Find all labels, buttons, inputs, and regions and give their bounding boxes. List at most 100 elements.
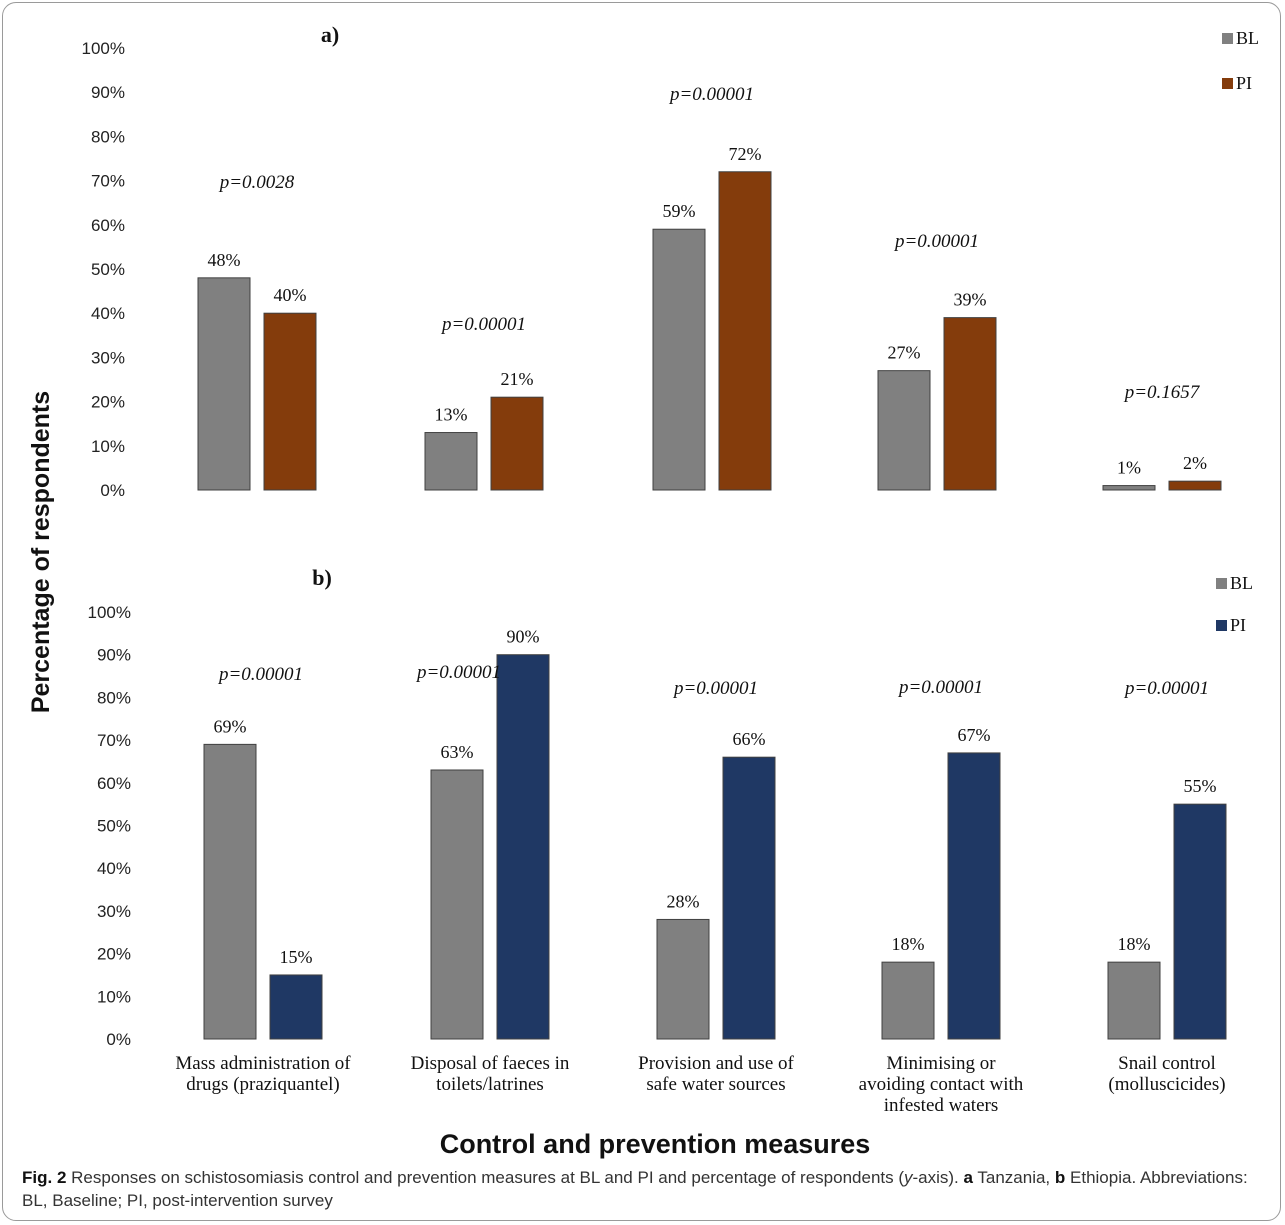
y-tick-label: 80%	[91, 127, 125, 146]
figure-caption: Fig. 2 Responses on schistosomiasis cont…	[22, 1166, 1272, 1212]
category-label: (molluscicides)	[1108, 1074, 1225, 1095]
legend-swatch-pi	[1216, 620, 1227, 631]
y-tick-label: 10%	[91, 437, 125, 456]
bar-bl	[1102, 485, 1156, 491]
data-label: 21%	[501, 369, 534, 389]
y-tick-label: 80%	[97, 688, 131, 707]
data-label: 2%	[1183, 453, 1207, 473]
x-axis-title: Control and prevention measures	[440, 1129, 871, 1159]
data-label: 59%	[663, 201, 696, 221]
data-label: 1%	[1117, 458, 1141, 478]
bar-bl	[652, 228, 706, 491]
bar-bl	[424, 432, 478, 491]
p-value-label: p=0.0028	[218, 172, 295, 193]
y-tick-label: 30%	[91, 348, 125, 367]
caption-text-2: -axis).	[912, 1168, 964, 1187]
p-value-label: p=0.00001	[897, 677, 983, 698]
data-label: 72%	[729, 144, 762, 164]
bar-pi	[947, 752, 1001, 1040]
data-label: 63%	[441, 742, 474, 762]
y-tick-label: 60%	[97, 774, 131, 793]
p-value-label: p=0.00001	[217, 664, 303, 685]
data-label: 39%	[954, 290, 987, 310]
y-tick-label: 0%	[100, 481, 125, 500]
y-tick-label: 20%	[91, 393, 125, 412]
category-label: toilets/latrines	[436, 1074, 544, 1095]
category-label: infested waters	[884, 1095, 998, 1116]
p-value-label: p=0.00001	[415, 662, 501, 683]
category-label: Disposal of faeces in	[411, 1053, 570, 1074]
legend-swatch-bl	[1222, 33, 1233, 44]
bar-bl	[1107, 961, 1161, 1040]
data-label: 13%	[435, 405, 468, 425]
data-label: 67%	[958, 725, 991, 745]
data-label: 18%	[1118, 934, 1151, 954]
bar-pi	[490, 396, 544, 491]
caption-a-text: Tanzania,	[972, 1168, 1055, 1187]
y-tick-label: 70%	[91, 172, 125, 191]
y-tick-label: 40%	[97, 859, 131, 878]
legend-label-pi: PI	[1236, 73, 1252, 93]
p-value-label: p=0.00001	[893, 231, 979, 252]
bar-pi	[722, 756, 776, 1040]
legend-label-pi: PI	[1230, 615, 1246, 635]
data-label: 18%	[892, 934, 925, 954]
legend-swatch-pi	[1222, 78, 1233, 89]
bar-pi	[1173, 803, 1227, 1040]
p-value-label: p=0.00001	[668, 84, 754, 105]
data-label: 28%	[667, 891, 700, 911]
y-tick-label: 10%	[97, 987, 131, 1006]
caption-y-italic: y	[904, 1168, 913, 1187]
y-tick-label: 100%	[88, 603, 131, 622]
data-label: 66%	[733, 729, 766, 749]
y-tick-label: 30%	[97, 902, 131, 921]
bar-pi	[1168, 480, 1222, 491]
y-tick-label: 100%	[82, 39, 125, 58]
y-tick-label: 50%	[91, 260, 125, 279]
caption-a-label: a	[963, 1168, 973, 1187]
p-value-label: p=0.00001	[440, 314, 526, 335]
data-label: 69%	[214, 716, 247, 736]
data-label: 90%	[507, 627, 540, 647]
bar-pi	[943, 317, 997, 491]
category-label: Mass administration of	[175, 1053, 351, 1074]
bar-pi	[269, 974, 323, 1040]
caption-text-1: Responses on schistosomiasis control and…	[71, 1168, 904, 1187]
y-tick-label: 90%	[97, 646, 131, 665]
bar-pi	[263, 312, 317, 491]
bar-pi	[718, 171, 772, 491]
panel-a-chart: a) 0% 10% 20% 30% 40% 50% 60% 70% 80% 90% 100% 48% 13…	[82, 22, 1260, 500]
p-value-label: p=0.00001	[672, 678, 758, 699]
category-label: Minimising or	[886, 1053, 996, 1074]
data-label: 48%	[208, 250, 241, 270]
y-tick-label: 20%	[97, 945, 131, 964]
bar-bl	[877, 370, 931, 491]
p-value-label: p=0.00001	[1123, 678, 1209, 699]
y-tick-label: 90%	[91, 83, 125, 102]
category-label: avoiding contact with	[859, 1074, 1024, 1095]
bar-bl	[197, 277, 251, 491]
panel-b-chart: b) 0% 10% 20% 30% 40% 50% 60% 70% 80% 90% 100% 69% 63…	[88, 565, 1254, 1116]
panel-label: a)	[321, 22, 339, 47]
category-label: Snail control	[1118, 1053, 1216, 1074]
bar-bl	[430, 769, 484, 1040]
data-label: 15%	[280, 947, 313, 967]
bar-bl	[656, 918, 710, 1040]
data-label: 55%	[1184, 776, 1217, 796]
category-label: drugs (praziquantel)	[186, 1074, 340, 1095]
legend-swatch-bl	[1216, 578, 1227, 589]
y-tick-label: 50%	[97, 817, 131, 836]
bar-bl	[881, 961, 935, 1040]
caption-b-text: Ethiopia. Abbreviations: BL, Baseline; P…	[22, 1168, 1248, 1210]
panel-label: b)	[312, 565, 332, 590]
data-label: 40%	[274, 285, 307, 305]
y-axis-title: Percentage of respondents	[27, 391, 55, 713]
data-label: 27%	[888, 343, 921, 363]
bar-pi	[496, 654, 550, 1040]
caption-b-label: b	[1054, 1168, 1066, 1187]
legend-label-bl: BL	[1230, 573, 1253, 593]
category-label: Provision and use of	[638, 1053, 794, 1074]
legend-label-bl: BL	[1236, 28, 1259, 48]
y-tick-label: 70%	[97, 731, 131, 750]
